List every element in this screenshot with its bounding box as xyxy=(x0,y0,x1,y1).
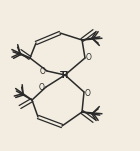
Text: Tl: Tl xyxy=(60,71,70,79)
Text: O: O xyxy=(85,90,91,98)
Text: O: O xyxy=(40,66,46,76)
Text: O: O xyxy=(39,84,45,93)
Text: O: O xyxy=(86,53,92,61)
